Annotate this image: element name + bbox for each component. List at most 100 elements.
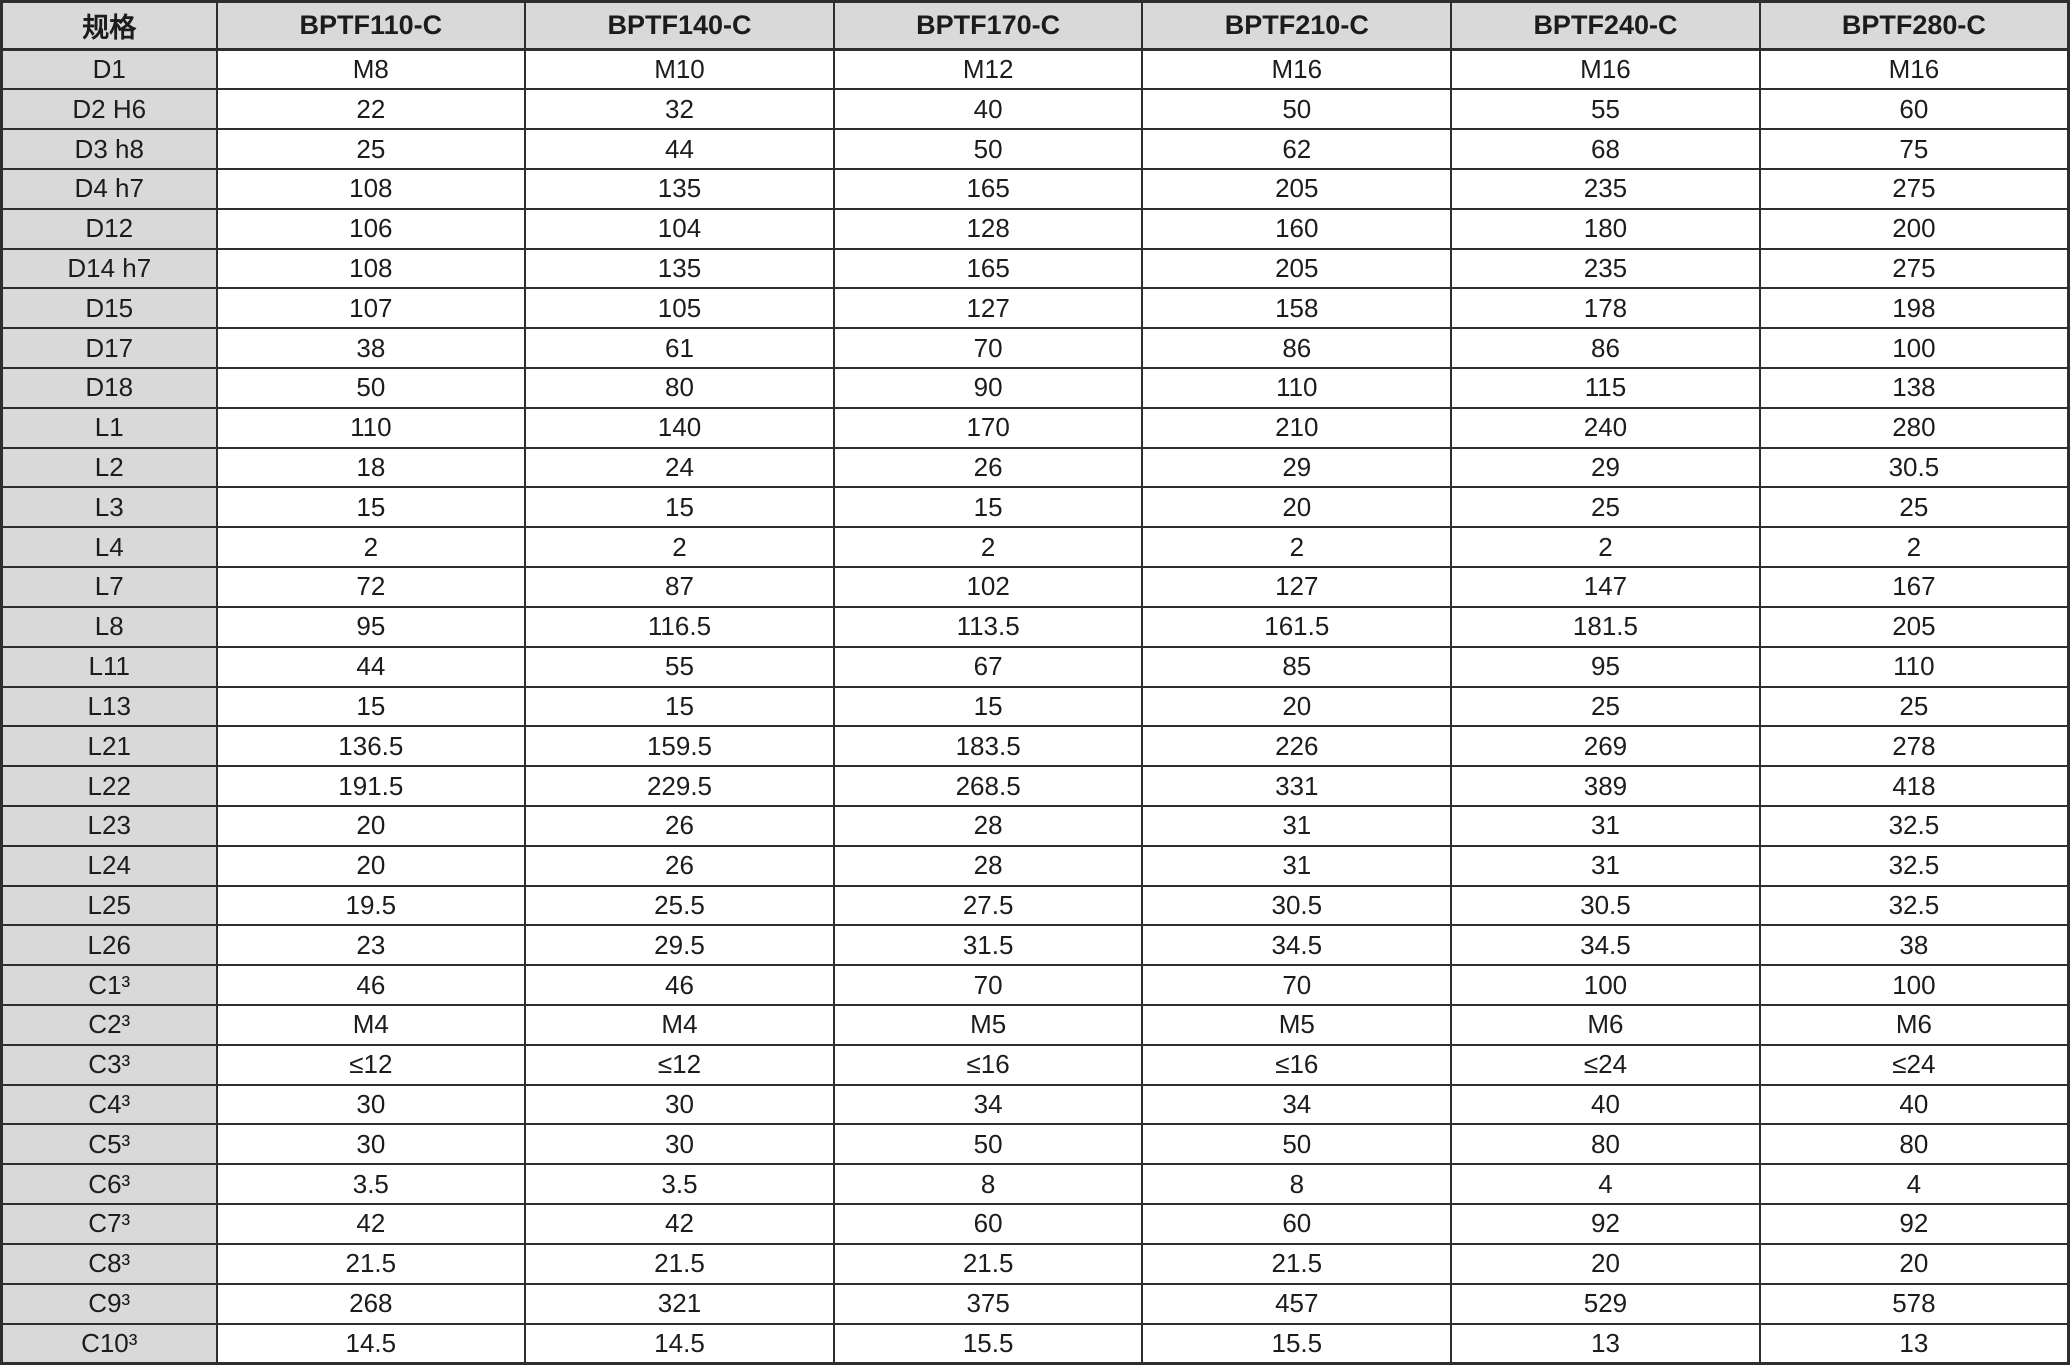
cell: 110	[215, 406, 527, 449]
cell: M16	[1141, 48, 1453, 91]
row-label: L22	[0, 765, 218, 807]
table-row: D12 106 104 128 160 180 200	[0, 207, 2070, 250]
cell: 50	[1141, 1123, 1453, 1166]
cell: 2	[1450, 526, 1761, 569]
cell: 18	[215, 446, 527, 489]
cell: 44	[524, 128, 835, 170]
table-row: D15 107 105 127 158 178 198	[0, 287, 2070, 330]
table-row: C7³ 42 42 60 60 92 92	[0, 1203, 2070, 1245]
cell: 75	[1758, 128, 2070, 170]
cell: 170	[832, 406, 1144, 449]
row-label: D17	[0, 327, 218, 369]
row-label: L1	[0, 406, 218, 449]
cell: M4	[215, 1004, 527, 1046]
table-row: L8 95 116.5 113.5 161.5 181.5 205	[0, 605, 2070, 648]
cell: 198	[1758, 287, 2070, 330]
table-row: C6³ 3.5 3.5 8 8 4 4	[0, 1163, 2070, 1206]
cell: 4	[1758, 1163, 2070, 1206]
cell: 105	[524, 287, 835, 330]
column-header-bptf110-c: BPTF110-C	[215, 0, 527, 51]
row-label: C3³	[0, 1043, 218, 1086]
cell: 44	[215, 645, 527, 688]
cell: 30	[524, 1083, 835, 1126]
row-label: D15	[0, 287, 218, 330]
cell: 167	[1758, 566, 2070, 608]
row-label: L25	[0, 884, 218, 927]
cell: ≤12	[215, 1043, 527, 1086]
cell: 70	[1141, 964, 1453, 1006]
cell: M16	[1758, 48, 2070, 91]
cell: 14.5	[524, 1322, 835, 1365]
cell: 15	[832, 486, 1144, 529]
cell: 92	[1758, 1203, 2070, 1245]
cell: 100	[1450, 964, 1761, 1006]
cell: 29.5	[524, 924, 835, 967]
table-row: D18 50 80 90 110 115 138	[0, 367, 2070, 409]
row-label: C10³	[0, 1322, 218, 1365]
cell: M6	[1450, 1004, 1761, 1046]
cell: 102	[832, 566, 1144, 608]
cell: 32.5	[1758, 844, 2070, 887]
table-row: D4 h7 108 135 165 205 235 275	[0, 167, 2070, 210]
cell: 159.5	[524, 725, 835, 768]
cell: 60	[1758, 88, 2070, 131]
cell: 158	[1141, 287, 1453, 330]
cell: 100	[1758, 964, 2070, 1006]
cell: 235	[1450, 247, 1761, 290]
row-label: C4³	[0, 1083, 218, 1126]
cell: 30	[524, 1123, 835, 1166]
table-body: D1 M8 M10 M12 M16 M16 M16 D2 H6 22 32 40 50 55 60 D3 h…	[0, 48, 2070, 1365]
cell: 2	[1141, 526, 1453, 569]
cell: 135	[524, 167, 835, 210]
cell: 15	[524, 685, 835, 728]
cell: 229.5	[524, 765, 835, 807]
cell: 25	[1450, 486, 1761, 529]
cell: 8	[1141, 1163, 1453, 1206]
cell: 60	[1141, 1203, 1453, 1245]
table-row: C3³ ≤12 ≤12 ≤16 ≤16 ≤24 ≤24	[0, 1043, 2070, 1086]
cell: 200	[1758, 207, 2070, 250]
cell: 62	[1141, 128, 1453, 170]
table-row: C1³ 46 46 70 70 100 100	[0, 964, 2070, 1006]
cell: 15	[524, 486, 835, 529]
row-label: L3	[0, 486, 218, 529]
cell: 240	[1450, 406, 1761, 449]
row-label: L21	[0, 725, 218, 768]
cell: 2	[524, 526, 835, 569]
row-label: C9³	[0, 1282, 218, 1325]
row-label: L26	[0, 924, 218, 967]
table-row: C2³ M4 M4 M5 M5 M6 M6	[0, 1004, 2070, 1046]
cell: 116.5	[524, 605, 835, 648]
cell: 29	[1450, 446, 1761, 489]
cell: 15	[832, 685, 1144, 728]
cell: 138	[1758, 367, 2070, 409]
cell: 50	[832, 128, 1144, 170]
row-label: D18	[0, 367, 218, 409]
table-row: L13 15 15 15 20 25 25	[0, 685, 2070, 728]
cell: 20	[1758, 1242, 2070, 1285]
cell: 110	[1141, 367, 1453, 409]
cell: 268.5	[832, 765, 1144, 807]
cell: 20	[215, 804, 527, 847]
cell: 115	[1450, 367, 1761, 409]
row-label: C5³	[0, 1123, 218, 1166]
cell: 34	[832, 1083, 1144, 1126]
cell: 80	[1758, 1123, 2070, 1166]
cell: 50	[215, 367, 527, 409]
cell: 21.5	[524, 1242, 835, 1285]
cell: 55	[524, 645, 835, 688]
table-row: D1 M8 M10 M12 M16 M16 M16	[0, 48, 2070, 91]
cell: 28	[832, 844, 1144, 887]
cell: 40	[832, 88, 1144, 131]
cell: M12	[832, 48, 1144, 91]
cell: 2	[1758, 526, 2070, 569]
cell: 50	[832, 1123, 1144, 1166]
cell: 104	[524, 207, 835, 250]
cell: 165	[832, 247, 1144, 290]
row-label: L8	[0, 605, 218, 648]
cell: 26	[832, 446, 1144, 489]
cell: 15	[215, 486, 527, 529]
cell: 268	[215, 1282, 527, 1325]
cell: 29	[1141, 446, 1453, 489]
